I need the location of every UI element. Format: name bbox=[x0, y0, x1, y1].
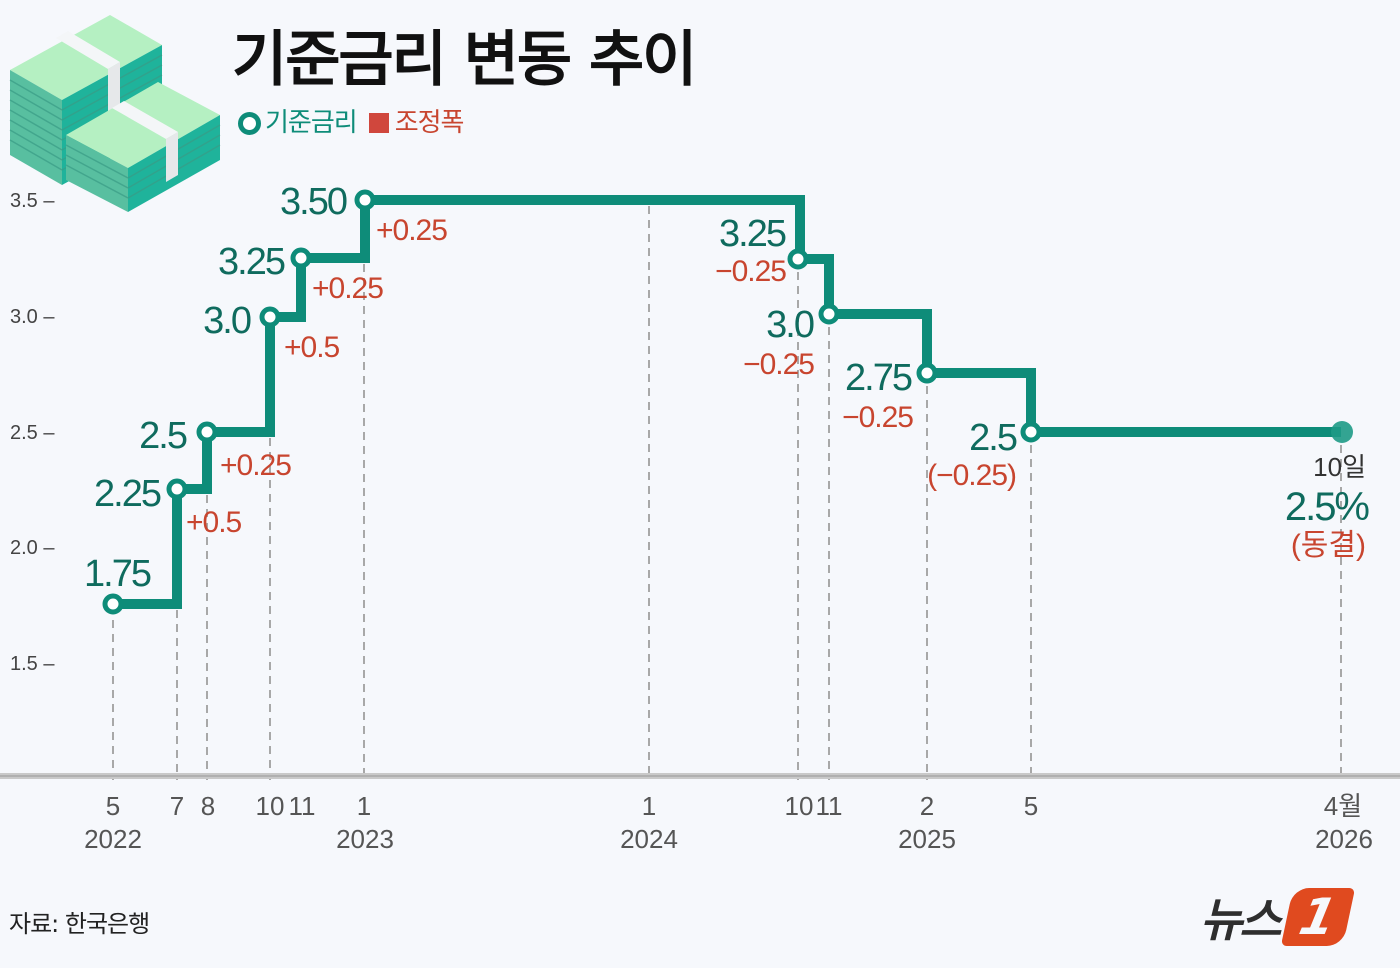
source-label: 자료: 한국은행 bbox=[9, 910, 150, 938]
y-axis: 3.5 – 3.0 – 2.5 – 2.0 – 1.5 – bbox=[10, 190, 55, 675]
logo-badge-icon: 1 bbox=[1280, 888, 1355, 946]
x-tick-month: 1 bbox=[642, 791, 656, 821]
y-tick: 3.5 – bbox=[10, 190, 55, 212]
change-label: +0.25 bbox=[220, 449, 291, 482]
value-labels: 1.75 2.25 2.5 3.0 3.25 3.50 3.25 3.0 2.7… bbox=[84, 181, 1019, 595]
x-tick-year: 2026 bbox=[1315, 824, 1373, 854]
value-label: 3.25 bbox=[719, 213, 786, 255]
legend-item-change: 조정폭 bbox=[394, 108, 465, 138]
x-tick-month: 10 bbox=[256, 791, 285, 821]
value-label: 1.75 bbox=[84, 553, 151, 595]
y-tick: 1.5 – bbox=[10, 653, 55, 675]
rate-markers bbox=[102, 189, 1042, 615]
x-tick-month: 1 bbox=[357, 791, 371, 821]
final-day-label: 10일 bbox=[1313, 452, 1366, 482]
date-guides bbox=[112, 206, 1342, 780]
logo-text: 뉴스 bbox=[1200, 893, 1282, 947]
change-label: +0.5 bbox=[284, 331, 340, 364]
circle-marker-icon bbox=[238, 111, 261, 135]
x-tick-month: 11 bbox=[289, 791, 316, 821]
change-label: +0.25 bbox=[312, 272, 383, 305]
change-label: −0.25 bbox=[715, 255, 786, 288]
x-tick-month: 7 bbox=[170, 791, 184, 821]
data-point bbox=[354, 189, 376, 211]
change-label: (−0.25) bbox=[927, 459, 1016, 492]
x-axis-years: 2022 2023 2024 2025 2026 bbox=[84, 824, 1373, 854]
value-label: 3.0 bbox=[766, 304, 814, 346]
x-axis-months: 5 7 8 10 11 1 1 10 11 2 5 4월 bbox=[106, 791, 1362, 821]
data-point bbox=[290, 247, 312, 269]
data-point bbox=[102, 593, 124, 615]
x-tick-year: 2022 bbox=[84, 824, 142, 854]
money-stack-icon bbox=[9, 15, 221, 212]
x-tick-month: 2 bbox=[920, 791, 934, 821]
value-label: 2.25 bbox=[94, 473, 161, 515]
x-tick-month: 10 bbox=[785, 791, 814, 821]
news1-logo: 뉴스 1 bbox=[1200, 884, 1355, 950]
change-label: −0.25 bbox=[842, 401, 913, 434]
y-tick: 2.5 – bbox=[10, 422, 55, 444]
data-point bbox=[787, 248, 809, 270]
y-tick: 3.0 – bbox=[10, 306, 55, 328]
change-label: +0.25 bbox=[376, 214, 447, 247]
data-point bbox=[818, 303, 840, 325]
change-labels: +0.5 +0.25 +0.5 +0.25 +0.25 −0.25 −0.25 … bbox=[186, 214, 1017, 539]
square-marker-icon bbox=[368, 113, 389, 133]
x-tick-year: 2023 bbox=[336, 824, 394, 854]
x-tick-year: 2024 bbox=[620, 824, 678, 854]
x-tick-month: 5 bbox=[106, 791, 120, 821]
value-label: 3.50 bbox=[280, 181, 347, 223]
x-tick-year: 2025 bbox=[898, 824, 956, 854]
value-label: 2.75 bbox=[845, 357, 912, 399]
x-tick-month: 4월 bbox=[1324, 791, 1362, 821]
value-label: 3.25 bbox=[218, 241, 285, 283]
value-label: 2.5 bbox=[139, 415, 187, 457]
latest-point bbox=[1331, 421, 1353, 443]
data-point bbox=[196, 421, 218, 443]
page-title: 기준금리 변동 추이 bbox=[232, 25, 697, 95]
x-tick-month: 8 bbox=[201, 791, 215, 821]
legend: 기준금리 조정폭 bbox=[238, 106, 465, 140]
data-point bbox=[1020, 421, 1042, 443]
value-label: 3.0 bbox=[203, 300, 251, 342]
data-point bbox=[259, 306, 281, 328]
y-tick: 2.0 – bbox=[10, 537, 55, 559]
final-note-label: (동결) bbox=[1291, 529, 1366, 562]
x-tick-month: 5 bbox=[1024, 791, 1038, 821]
x-tick-month: 11 bbox=[816, 791, 843, 821]
final-value-label: 2.5% bbox=[1285, 485, 1370, 529]
change-label: +0.5 bbox=[186, 506, 242, 539]
change-label: −0.25 bbox=[743, 348, 814, 381]
data-point bbox=[166, 478, 188, 500]
legend-item-rate: 기준금리 bbox=[265, 108, 358, 138]
data-point bbox=[916, 362, 938, 384]
value-label: 2.5 bbox=[969, 417, 1017, 459]
